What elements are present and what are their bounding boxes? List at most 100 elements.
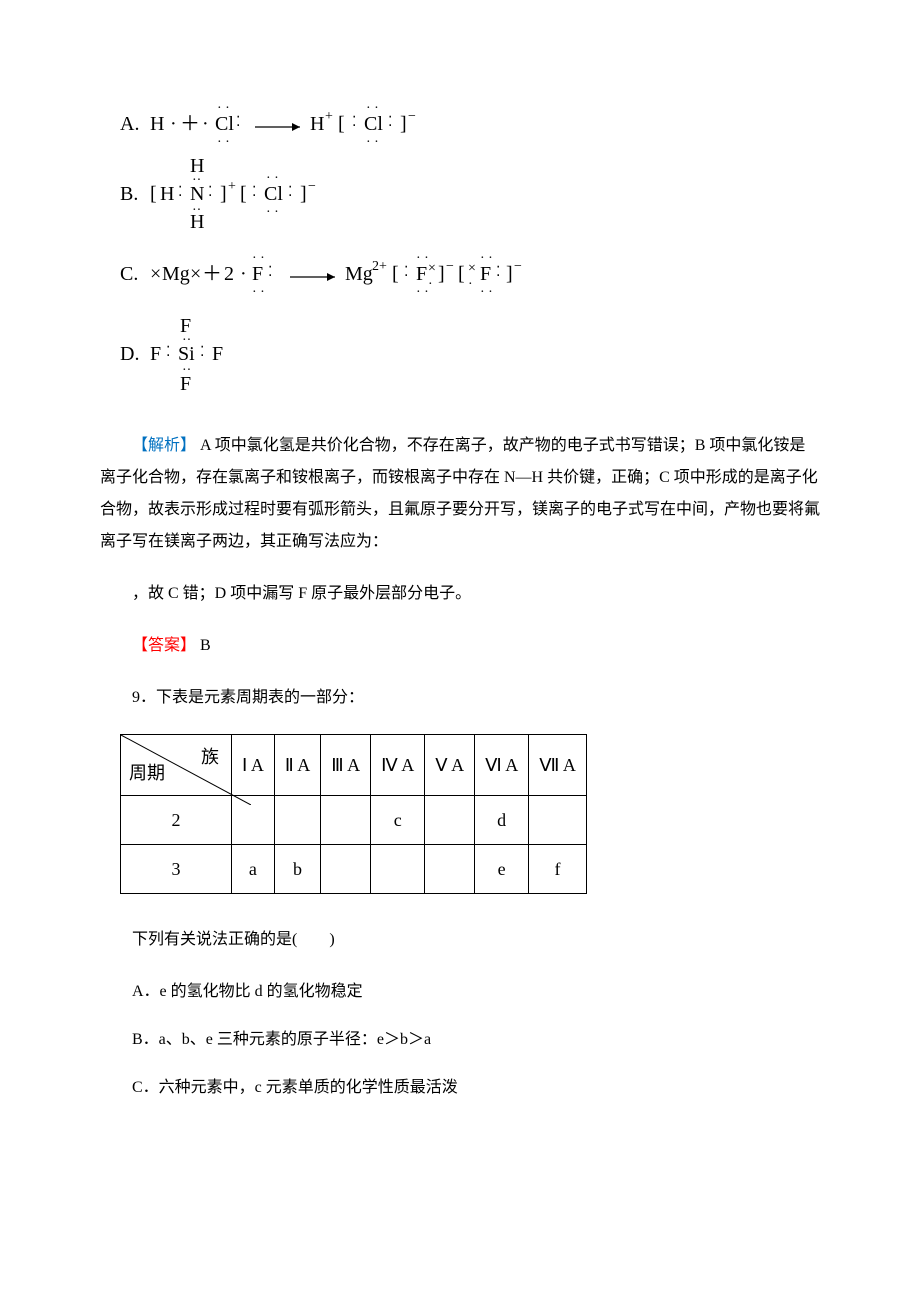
svg-text:·: · <box>468 277 473 292</box>
svg-text:×: × <box>150 263 161 285</box>
diag-bottom-label: 周期 <box>129 755 165 791</box>
svg-text:⁚: ⁚ <box>252 185 256 200</box>
element-cell <box>321 796 371 845</box>
svg-text:· ·: · · <box>480 285 493 300</box>
svg-text:·: · <box>428 277 433 292</box>
element-cell: d <box>475 796 529 845</box>
option-a: A．e 的氢化物比 d 的氢化物稳定 <box>100 976 820 1008</box>
q9-stem: 9．下表是元素周期表的一部分： <box>100 682 820 714</box>
element-cell <box>321 845 371 894</box>
q9-number: 9． <box>132 689 156 706</box>
svg-text:⁚: ⁚ <box>200 345 204 360</box>
group-header: Ⅵ A <box>475 735 529 796</box>
svg-text:⁚: ⁚ <box>208 185 212 200</box>
svg-text:−: − <box>446 259 454 274</box>
analysis-label: 【解析】 <box>132 437 196 454</box>
svg-text:· ·: · · <box>480 251 493 266</box>
svg-text:D.: D. <box>120 343 139 365</box>
periodic-table-fragment: 族 周期 Ⅰ A Ⅱ A Ⅲ A Ⅳ A Ⅴ A Ⅵ A Ⅶ A 2 c d 3… <box>120 734 587 894</box>
svg-text:Cl: Cl <box>264 183 283 205</box>
svg-text:· ·: · · <box>266 205 279 220</box>
svg-text:A.: A. <box>120 113 139 135</box>
svg-text:⁚: ⁚ <box>178 185 182 200</box>
svg-text:＋: ＋ <box>180 113 200 135</box>
period-cell: 3 <box>121 845 232 894</box>
svg-text:F: F <box>150 343 161 365</box>
lewis-diagrams: text { font-family: "Times New Roman", s… <box>120 100 820 400</box>
svg-text:Mg: Mg <box>345 263 373 285</box>
svg-text:· ·: · · <box>217 101 230 116</box>
element-cell: e <box>475 845 529 894</box>
analysis-paragraph: 【解析】 A 项中氯化氢是共价化合物，不存在离子，故产物的电子式书写错误；B 项… <box>100 430 820 558</box>
answer-label: 【答案】 <box>132 637 196 654</box>
svg-text:··: ·· <box>182 333 191 348</box>
svg-text:⁚: ⁚ <box>352 115 356 130</box>
svg-text:]: ] <box>438 263 445 285</box>
svg-text:··: ·· <box>192 173 201 188</box>
svg-text:[: [ <box>338 113 345 135</box>
analysis-text: A 项中氯化氢是共价化合物，不存在离子，故产物的电子式书写错误；B 项中氯化铵是… <box>100 437 820 550</box>
svg-text:]: ] <box>220 183 227 205</box>
svg-text:C.: C. <box>120 263 138 285</box>
answer-line: 【答案】 B <box>100 630 820 662</box>
svg-text:+: + <box>228 179 236 194</box>
svg-text:·: · <box>202 113 209 135</box>
svg-text:B.: B. <box>120 183 138 205</box>
svg-text:F: F <box>252 263 263 285</box>
svg-text:⁚: ⁚ <box>404 265 408 280</box>
svg-text:H: H <box>190 211 204 233</box>
svg-text:· ·: · · <box>416 285 429 300</box>
svg-text:· ·: · · <box>217 135 230 150</box>
group-header: Ⅱ A <box>274 735 320 796</box>
svg-text:F: F <box>416 263 427 285</box>
analysis-continuation: ，故 C 错；D 项中漏写 F 原子最外层部分电子。 <box>100 578 820 610</box>
svg-text:· ·: · · <box>266 171 279 186</box>
table-header-row: 族 周期 Ⅰ A Ⅱ A Ⅲ A Ⅳ A Ⅴ A Ⅵ A Ⅶ A <box>121 735 587 796</box>
element-cell: b <box>274 845 320 894</box>
svg-text:⁚: ⁚ <box>496 265 500 280</box>
svg-text:−: − <box>514 259 522 274</box>
svg-text:·: · <box>240 263 247 285</box>
svg-text:＋: ＋ <box>202 263 222 285</box>
svg-text:F: F <box>180 373 191 395</box>
q9-text: 下表是元素周期表的一部分： <box>156 689 364 706</box>
svg-text:⁚: ⁚ <box>166 345 170 360</box>
svg-text:·: · <box>170 113 177 135</box>
svg-text:H: H <box>160 183 174 205</box>
svg-text:⁚: ⁚ <box>236 115 240 130</box>
svg-text:H: H <box>310 113 324 135</box>
svg-text:×: × <box>190 263 201 285</box>
group-header: Ⅶ A <box>529 735 587 796</box>
svg-text:Cl: Cl <box>364 113 383 135</box>
svg-text:]: ] <box>300 183 307 205</box>
svg-text:2+: 2+ <box>372 259 387 274</box>
element-cell <box>529 796 587 845</box>
element-cell: a <box>232 845 275 894</box>
element-cell <box>425 845 475 894</box>
element-cell <box>371 845 425 894</box>
q9-followup: 下列有关说法正确的是( ) <box>100 924 820 956</box>
svg-text:· ·: · · <box>252 251 265 266</box>
group-header: Ⅳ A <box>371 735 425 796</box>
svg-text:]: ] <box>506 263 513 285</box>
svg-text:Mg: Mg <box>162 263 190 285</box>
svg-text:⁚: ⁚ <box>388 115 392 130</box>
svg-text:· ·: · · <box>366 101 379 116</box>
svg-text:×: × <box>468 261 476 276</box>
svg-text:[: [ <box>240 183 247 205</box>
svg-text:F: F <box>212 343 223 365</box>
lewis-svg: text { font-family: "Times New Roman", s… <box>120 100 720 400</box>
document-page: text { font-family: "Times New Roman", s… <box>0 0 920 1178</box>
element-cell <box>274 796 320 845</box>
svg-text:[: [ <box>458 263 465 285</box>
svg-text:⁚: ⁚ <box>268 265 272 280</box>
svg-text:+: + <box>325 109 333 124</box>
element-cell: f <box>529 845 587 894</box>
option-b: B．a、b、e 三种元素的原子半径：e＞b＞a <box>100 1024 820 1056</box>
svg-text:F: F <box>480 263 491 285</box>
diag-header-cell: 族 周期 <box>121 735 232 796</box>
group-header: Ⅴ A <box>425 735 475 796</box>
svg-text:Cl: Cl <box>215 113 234 135</box>
svg-text:−: − <box>308 179 316 194</box>
svg-text:−: − <box>408 109 416 124</box>
